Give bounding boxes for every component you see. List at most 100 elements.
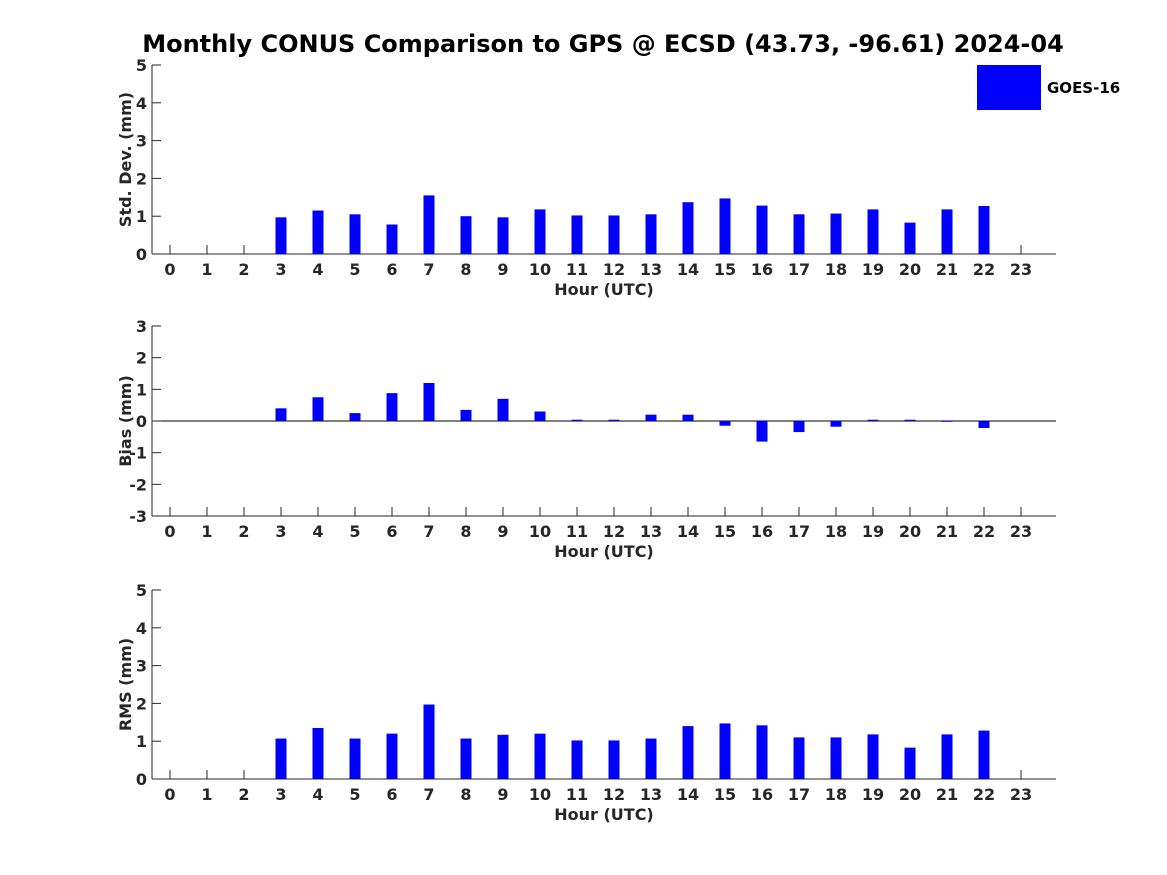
y-tick-label: 2: [136, 349, 147, 368]
x-tick-label: 19: [862, 260, 884, 279]
bar-hour-14: [682, 726, 694, 779]
y-tick-label: 0: [136, 412, 147, 431]
y-tick-label: -3: [129, 507, 147, 526]
bar-hour-5: [349, 738, 361, 779]
x-tick-label: 13: [640, 785, 662, 804]
x-tick-label: 11: [566, 522, 588, 541]
bar-hour-10: [534, 209, 546, 254]
x-tick-label: 0: [164, 260, 175, 279]
x-tick-label: 11: [566, 260, 588, 279]
x-tick-label: 5: [349, 785, 360, 804]
x-tick-label: 19: [862, 785, 884, 804]
x-tick-label: 7: [423, 522, 434, 541]
bar-hour-15: [719, 723, 731, 779]
y-tick-label: -1: [129, 444, 147, 463]
bar-hour-7: [423, 195, 435, 254]
bar-hour-12: [608, 419, 620, 421]
bar-hour-6: [386, 224, 398, 254]
bar-hour-11: [571, 419, 583, 421]
x-axis-label: Hour (UTC): [554, 805, 654, 824]
bar-hour-14: [682, 202, 694, 254]
x-tick-label: 12: [603, 785, 625, 804]
bar-hour-18: [830, 421, 842, 427]
x-tick-label: 12: [603, 522, 625, 541]
y-tick-label: 2: [136, 169, 147, 188]
x-tick-label: 6: [386, 522, 397, 541]
bar-hour-12: [608, 215, 620, 254]
x-tick-label: 17: [788, 785, 810, 804]
bar-hour-16: [756, 205, 768, 254]
bar-hour-16: [756, 421, 768, 442]
y-axis-label: Std. Dev. (mm): [116, 92, 135, 227]
x-tick-label: 20: [899, 522, 921, 541]
bar-hour-8: [460, 216, 472, 254]
x-tick-label: 5: [349, 522, 360, 541]
x-tick-label: 7: [423, 260, 434, 279]
y-tick-label: 3: [136, 657, 147, 676]
y-tick-label: 1: [136, 732, 147, 751]
bar-hour-13: [645, 414, 657, 421]
x-tick-label: 0: [164, 522, 175, 541]
chart-title: Monthly CONUS Comparison to GPS @ ECSD (…: [142, 30, 1064, 58]
y-tick-label: 0: [136, 770, 147, 789]
bar-hour-22: [978, 205, 990, 254]
x-tick-label: 22: [973, 260, 995, 279]
bar-hour-9: [497, 398, 509, 421]
bar-hour-15: [719, 198, 731, 254]
x-tick-label: 1: [201, 260, 212, 279]
bar-hour-20: [904, 222, 916, 254]
bar-hour-6: [386, 393, 398, 421]
x-axis-label: Hour (UTC): [554, 542, 654, 561]
bar-hour-4: [312, 210, 324, 254]
x-tick-label: 23: [1010, 785, 1032, 804]
x-tick-label: 1: [201, 785, 212, 804]
x-tick-label: 2: [238, 522, 249, 541]
x-tick-label: 3: [275, 785, 286, 804]
bar-hour-19: [867, 734, 879, 779]
bar-hour-3: [275, 217, 287, 254]
x-tick-label: 10: [529, 522, 551, 541]
bar-hour-13: [645, 738, 657, 779]
x-tick-label: 23: [1010, 522, 1032, 541]
bar-hour-7: [423, 383, 435, 421]
x-tick-label: 8: [460, 785, 471, 804]
x-tick-label: 6: [386, 260, 397, 279]
bar-hour-18: [830, 737, 842, 779]
y-tick-label: -2: [129, 475, 147, 494]
y-tick-label: 4: [136, 619, 147, 638]
bar-hour-17: [793, 737, 805, 779]
x-tick-label: 11: [566, 785, 588, 804]
x-tick-label: 9: [497, 785, 508, 804]
legend-swatch: [977, 65, 1041, 110]
x-tick-label: 22: [973, 785, 995, 804]
bar-hour-4: [312, 727, 324, 779]
x-tick-label: 13: [640, 522, 662, 541]
bar-hour-17: [793, 421, 805, 433]
bar-hour-19: [867, 419, 879, 421]
x-tick-label: 9: [497, 260, 508, 279]
y-tick-label: 1: [136, 207, 147, 226]
x-tick-label: 8: [460, 522, 471, 541]
x-tick-label: 12: [603, 260, 625, 279]
x-tick-label: 4: [312, 522, 323, 541]
bar-hour-8: [460, 409, 472, 421]
bar-hour-5: [349, 413, 361, 421]
bar-hour-20: [904, 419, 916, 421]
bar-hour-20: [904, 747, 916, 779]
x-tick-label: 18: [825, 260, 847, 279]
bar-hour-10: [534, 733, 546, 779]
bar-hour-22: [978, 421, 990, 428]
bar-hour-5: [349, 214, 361, 254]
bar-hour-21: [941, 421, 953, 422]
x-tick-label: 17: [788, 522, 810, 541]
x-tick-label: 16: [751, 522, 773, 541]
y-tick-label: 2: [136, 694, 147, 713]
bar-hour-22: [978, 730, 990, 779]
x-tick-label: 21: [936, 785, 958, 804]
x-tick-label: 15: [714, 522, 736, 541]
y-axis-label: RMS (mm): [116, 638, 135, 731]
